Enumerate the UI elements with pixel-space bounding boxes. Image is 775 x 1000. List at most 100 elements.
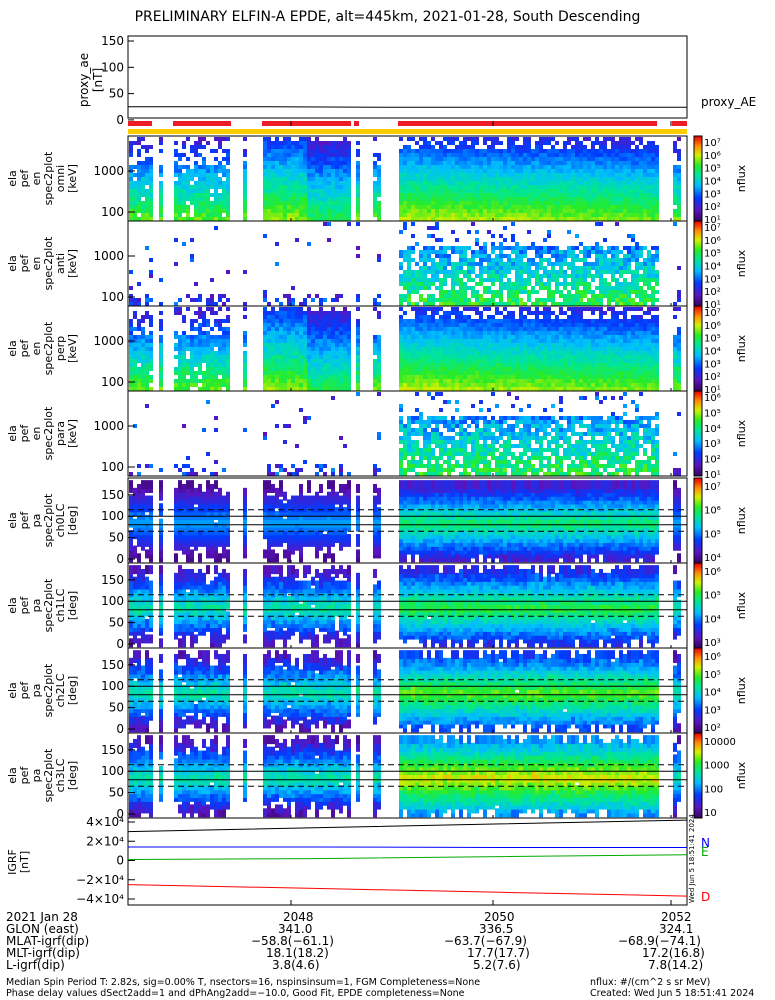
spectrogram-cell [451, 339, 455, 343]
spectrogram-cell [423, 278, 427, 282]
spectrogram-cell [226, 185, 230, 189]
energy-ytick-label: 1000 [93, 164, 124, 178]
spectrogram-cell [507, 355, 511, 359]
spectrogram-cell [555, 274, 559, 278]
spectrogram-cell [339, 185, 343, 189]
spectrogram-cell [487, 169, 491, 173]
spectrogram-cell [603, 266, 607, 270]
spectrogram-cell [647, 250, 651, 254]
spectrogram-cell [347, 201, 351, 205]
spectrogram-cell [291, 141, 295, 145]
spectrogram-cell [407, 351, 411, 355]
spectrogram-cell [218, 181, 222, 185]
spectrogram-cell [571, 205, 575, 209]
spectrogram-cell [263, 367, 267, 371]
spectrogram-cell [174, 302, 178, 306]
spectrogram-cell [531, 383, 535, 387]
spectrogram-cell [214, 157, 218, 161]
spectrogram-cell [531, 217, 535, 221]
spectrogram-cell [531, 387, 535, 391]
spectrogram-cell [555, 335, 559, 339]
spectrogram-cell [327, 222, 331, 226]
spectrogram-cell [431, 347, 435, 351]
spectrogram-cell [575, 185, 579, 189]
spectrogram-cell [299, 387, 303, 391]
spectrogram-cell [439, 189, 443, 193]
spectrogram-cell [267, 181, 271, 185]
spectrogram-cell [295, 153, 299, 157]
spectrogram-cell [527, 278, 531, 282]
spectrogram-cell [287, 383, 291, 387]
spectrogram-cell [463, 137, 467, 141]
spectrogram-cell [579, 181, 583, 185]
spectrogram-cell [311, 315, 315, 319]
spectrogram-cell [373, 375, 377, 379]
spectrogram-cell [159, 319, 163, 323]
spectrogram-cell [415, 169, 419, 173]
spectrogram-cell [543, 201, 547, 205]
spectrogram-cell [323, 375, 327, 379]
spectrogram-cell [651, 270, 655, 274]
spectrogram-cell [455, 266, 459, 270]
spectrogram-cell [415, 217, 419, 221]
spectrogram-cell [483, 335, 487, 339]
spectrogram-cell [515, 169, 519, 173]
spectrogram-cell [431, 262, 435, 266]
spectrogram-cell [295, 238, 299, 242]
spectrogram-cell [271, 363, 275, 367]
spectrogram-cell [677, 137, 681, 141]
spectrogram-cell [455, 339, 459, 343]
spectrogram-cell [343, 209, 347, 213]
spectrogram-cell [159, 205, 163, 209]
spectrogram-cell [575, 217, 579, 221]
spectrogram-cell [463, 379, 467, 383]
spectrogram-cell [519, 290, 523, 294]
spectrogram-cell [226, 375, 230, 379]
spectrogram-cell [222, 165, 226, 169]
spectrogram-cell [495, 371, 499, 375]
spectrogram-cell [555, 302, 559, 306]
spectrogram-cell [403, 323, 407, 327]
spectrogram-cell [579, 270, 583, 274]
spectrogram-cell [639, 217, 643, 221]
spectrogram-cell [137, 169, 141, 173]
spectrogram-cell [563, 262, 567, 266]
spectrogram-cell [595, 286, 599, 290]
spectrogram-cell [275, 331, 279, 335]
spectrogram-cell [431, 387, 435, 391]
spectrogram-cell [267, 315, 271, 319]
spectrogram-cell [607, 250, 611, 254]
spectrogram-cell [623, 254, 627, 258]
spectrogram-cell [603, 185, 607, 189]
spectrogram-cell [186, 193, 190, 197]
spectrogram-cell [555, 331, 559, 335]
spectrogram-cell [635, 217, 639, 221]
spectrogram-cell [599, 270, 603, 274]
spectrogram-cell [149, 177, 153, 181]
spectrogram-cell [145, 294, 149, 298]
spectrogram-cell [323, 339, 327, 343]
spectrogram-cell [677, 213, 681, 217]
spectrogram-cell [527, 355, 531, 359]
spectrogram-cell [531, 213, 535, 217]
spectrogram-cell [439, 315, 443, 319]
spectrogram-cell [579, 266, 583, 270]
spectrogram-cell [643, 145, 647, 149]
spectrogram-cell [315, 387, 319, 391]
spectrogram-cell [307, 323, 311, 327]
spectrogram-cell [499, 254, 503, 258]
spectrogram-cell [210, 278, 214, 282]
spectrogram-cell [287, 153, 291, 157]
spectrogram-cell [507, 137, 511, 141]
spectrogram-cell [651, 181, 655, 185]
spectrogram-cell [647, 213, 651, 217]
spectrogram-cell [423, 217, 427, 221]
spectrogram-cell [519, 145, 523, 149]
spectrogram-cell [487, 298, 491, 302]
spectrogram-cell [503, 197, 507, 201]
spectrogram-cell [307, 193, 311, 197]
spectrogram-cell [467, 246, 471, 250]
spectrogram-cell [503, 217, 507, 221]
spectrogram-cell [439, 161, 443, 165]
spectrogram-cell [443, 213, 447, 217]
